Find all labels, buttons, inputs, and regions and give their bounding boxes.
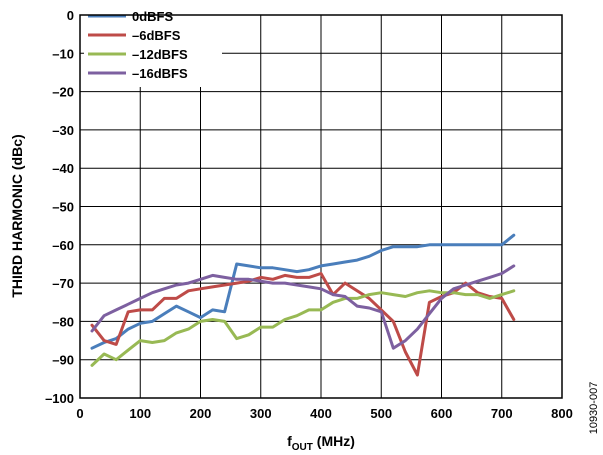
y-tick-label: –70 [52,276,74,291]
y-tick-label: –60 [52,238,74,253]
x-axis-title: fOUT (MHz) [287,433,355,453]
legend-label-0: 0dBFS [132,9,174,24]
y-tick-label: 0 [67,8,74,23]
x-axis-title-main: f [287,433,292,449]
y-axis-title: THIRD HARMONIC (dBc) [9,134,25,297]
series-line-0 [90,233,516,350]
y-tick-label: –10 [52,46,74,61]
y-tick-label: –100 [45,391,74,406]
plot-frame [79,14,563,399]
y-tick-label: –50 [52,200,74,215]
y-tick-labels: 0 –10 –20 –30 –40 –50 –60 –70 –80 –90 –100 [45,8,74,406]
series-line-3 [90,264,516,350]
x-tick-label: 200 [190,406,212,421]
legend-label-3: –16dBFS [132,66,188,81]
legend-label-2: –12dBFS [132,47,188,62]
legend-label-1: –6dBFS [132,28,181,43]
series-line-2 [90,289,516,367]
x-tick-label: 800 [551,406,573,421]
y-tick-label: –80 [52,314,74,329]
y-tick-label: –40 [52,161,74,176]
x-tick-label: 300 [250,406,272,421]
figure-id: 10930-007 [588,382,600,435]
y-tick-label: –30 [52,123,74,138]
series-lines [90,233,516,377]
x-tick-label: 600 [431,406,453,421]
legend: 0dBFS –6dBFS –12dBFS –16dBFS [84,5,222,87]
x-tick-labels: 0 100 200 300 400 500 600 700 800 [76,406,572,421]
x-axis-title-unit: (MHz) [313,433,355,449]
x-tick-label: 400 [310,406,332,421]
x-tick-label: 500 [370,406,392,421]
x-axis-title-subscript: OUT [292,442,313,453]
y-tick-label: –90 [52,353,74,368]
x-tick-label: 0 [76,406,83,421]
x-tick-label: 100 [129,406,151,421]
y-tick-label: –20 [52,85,74,100]
x-tick-label: 700 [491,406,513,421]
